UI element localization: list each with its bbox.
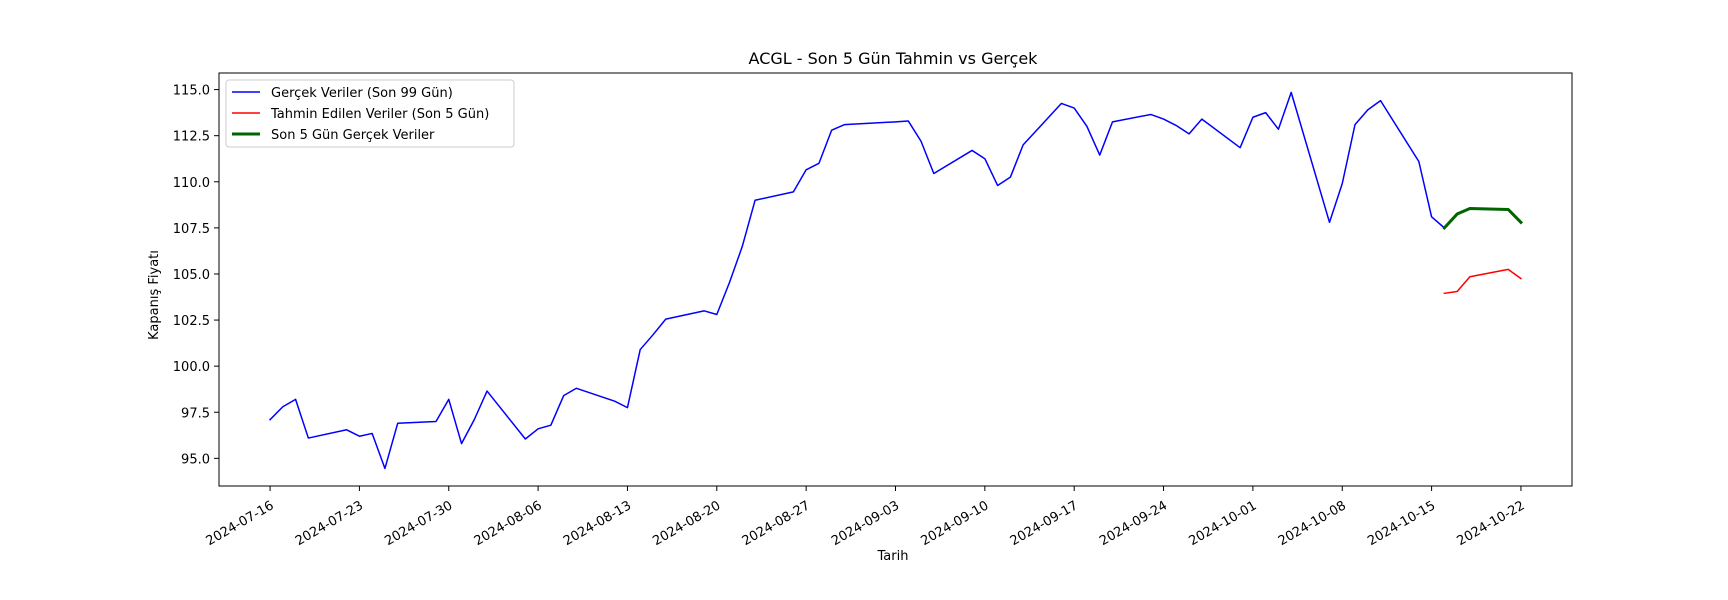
x-tick-label: 2024-08-20 — [650, 498, 723, 549]
series-layer — [268, 91, 1524, 470]
x-axis-label: Tarih — [877, 549, 909, 564]
y-tick-label: 95.0 — [181, 452, 210, 467]
legend-item-label[interactable]: Tahmin Edilen Veriler (Son 5 Gün) — [270, 107, 489, 122]
legend-item-label[interactable]: Son 5 Gün Gerçek Veriler — [271, 128, 435, 143]
y-tick-label: 105.0 — [173, 268, 210, 283]
x-tick-label: 2024-08-06 — [472, 498, 545, 549]
x-tick-label: 2024-07-23 — [293, 498, 366, 549]
x-tick-label: 2024-10-01 — [1187, 498, 1260, 549]
y-tick-label: 107.5 — [173, 222, 210, 237]
legend[interactable]: Gerçek Veriler (Son 99 Gün) Tahmin Edilen… — [225, 79, 515, 148]
y-axis: 95.0 97.5 100.0 102.5 105.0 107.5 110.0 112.5 11… — [173, 84, 219, 467]
y-tick-label: 112.5 — [173, 130, 210, 145]
chart-title: ACGL - Son 5 Gün Tahmin vs Gerçek — [749, 49, 1039, 68]
x-tick-label: 2024-09-17 — [1008, 498, 1081, 549]
series-line-1 — [1443, 268, 1522, 295]
x-tick-label: 2024-10-08 — [1276, 498, 1349, 549]
x-tick-label: 2024-07-16 — [204, 498, 277, 549]
x-tick-label: 2024-10-15 — [1365, 498, 1438, 549]
x-tick-label: 2024-09-24 — [1097, 498, 1170, 549]
series-line-2 — [1442, 207, 1524, 230]
x-tick-label: 2024-09-10 — [918, 498, 991, 549]
x-tick-label: 2024-08-27 — [740, 498, 813, 549]
y-tick-label: 115.0 — [173, 84, 210, 99]
x-tick-label: 2024-08-13 — [561, 498, 634, 549]
series-line-0 — [268, 91, 1446, 470]
x-tick-label: 2024-07-30 — [382, 498, 455, 549]
y-tick-label: 97.5 — [181, 406, 210, 421]
x-axis: 2024-07-16 2024-07-23 2024-07-30 2024-08-06… — [204, 486, 1528, 549]
x-tick-label: 2024-09-03 — [829, 498, 902, 549]
y-tick-label: 110.0 — [173, 176, 210, 191]
legend-box — [225, 79, 515, 148]
legend-item-label[interactable]: Gerçek Veriler (Son 99 Gün) — [271, 86, 453, 101]
y-tick-label: 102.5 — [173, 314, 210, 329]
x-tick-label: 2024-10-22 — [1455, 498, 1528, 549]
y-axis-label: Kapanış Fiyatı — [147, 250, 162, 340]
y-tick-label: 100.0 — [173, 360, 210, 375]
